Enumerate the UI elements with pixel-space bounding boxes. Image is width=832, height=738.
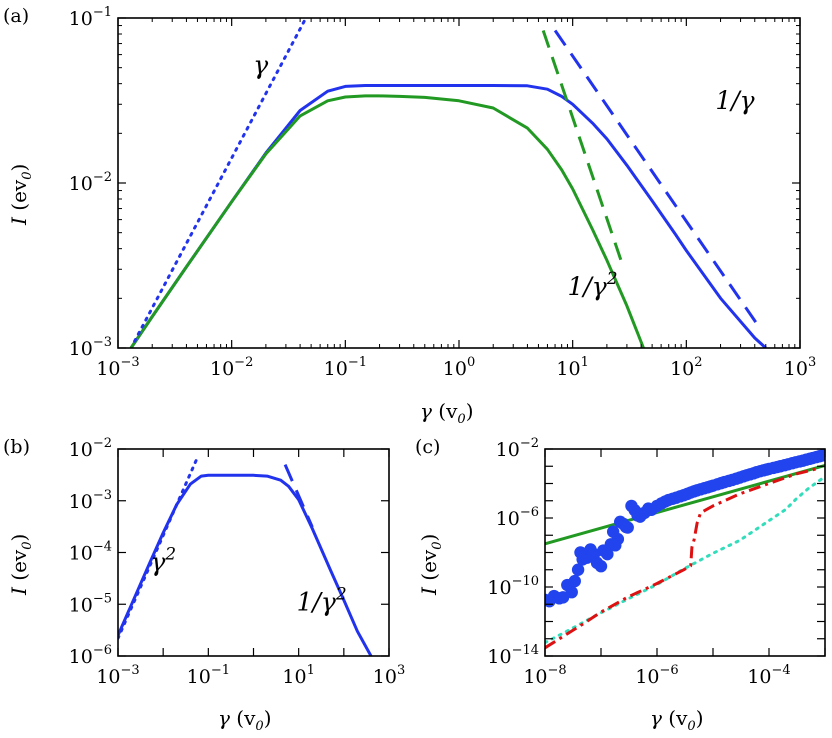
panel-c-plot-area (545, 449, 825, 650)
panel-c-series-green-solid (545, 464, 825, 546)
panel-a-x-tick-label: 103 (784, 355, 816, 380)
panel-a-annotation: 1/γ2 (567, 269, 617, 301)
data-point (568, 574, 581, 588)
panel-a: (a) 10−3 10−2 10−1 100 101 102 103 10−3 10−2 10−1… (3, 5, 816, 427)
data-point (594, 560, 608, 573)
panel-a-ylabel: I (ev0) (7, 164, 35, 226)
panel-b-x-tick-label: 10−1 (187, 663, 230, 688)
panel-b-annotation: 1/γ2 (297, 585, 347, 617)
panel-a-ticks: 10−3 10−2 10−1 100 101 102 103 10−3 10−2 10−1 (69, 5, 817, 380)
data-point (601, 547, 614, 561)
panel-b-x-tick-label: 101 (282, 663, 314, 688)
panel-b-frame (117, 448, 390, 657)
panel-b-xlabel: γ (v0) (218, 706, 272, 734)
panel-b-label: (b) (3, 436, 30, 458)
panel-b-x-tick-label: 10−3 (96, 663, 139, 688)
panel-c-xlabel: γ (v0) (650, 706, 704, 734)
panel-a-y-tick-label: 10−1 (69, 5, 112, 30)
panel-c-label: (c) (415, 436, 440, 458)
panel-c: (c) 10−8 10−6 10−4 10−14 10−10 10−6 10−2 γ (v0… (415, 436, 826, 734)
panel-a-x-tick-label: 102 (670, 355, 702, 380)
panel-a-annotations: γ 1/γ 1/γ2 (253, 51, 754, 301)
panel-b-y-tick-label: 10−2 (69, 436, 112, 461)
panel-b-series-blue-dashed-1- (283, 464, 314, 528)
panel-a-xlabel: γ (v0) (420, 399, 474, 427)
panel-a-annotation: γ (253, 51, 268, 80)
panel-a-series-blue-solid (129, 84, 767, 348)
panel-b-plot-area (118, 454, 373, 656)
panel-c-series-blue-dots (545, 449, 825, 608)
panel-c-y-tick-label: 10−14 (487, 643, 539, 668)
panel-c-y-tick-label: 10−6 (496, 505, 539, 530)
panel-a-y-tick-label: 10−3 (69, 335, 112, 360)
panel-b: (b) 10−3 10−1 101 103 10−6 10−5 10−4 10−3 10−2 γ… (3, 436, 405, 734)
panel-a-y-tick-label: 10−2 (69, 170, 112, 195)
panel-a-plot-area (129, 18, 767, 348)
panel-a-series-blue-dotted- (133, 18, 308, 343)
panel-b-annotations: γ2 1/γ2 (150, 544, 346, 616)
panel-c-series-red-dash-dot (545, 467, 817, 650)
panel-b-y-tick-label: 10−6 (69, 643, 112, 668)
panel-a-frame (117, 17, 801, 349)
panel-b-y-tick-label: 10−5 (69, 591, 112, 616)
data-point (565, 585, 578, 599)
panel-b-y-tick-label: 10−4 (69, 540, 112, 565)
panel-c-ylabel: I (ev0) (417, 534, 445, 596)
panel-a-series-green-solid (129, 94, 645, 348)
panel-c-x-tick-label: 10−8 (523, 663, 566, 688)
panel-b-annotation: γ2 (150, 544, 176, 576)
panel-b-ticks: 10−3 10−1 101 103 10−6 10−5 10−4 10−3 10−2 (69, 436, 406, 688)
panel-a-x-tick-label: 100 (443, 355, 475, 380)
panel-c-y-tick-label: 10−10 (487, 574, 539, 599)
panel-b-x-tick-label: 103 (373, 663, 405, 688)
data-point (621, 521, 634, 534)
panel-b-series-blue-dotted- (118, 454, 200, 640)
data-point (818, 449, 825, 462)
panel-a-annotation: 1/γ (715, 86, 754, 115)
data-point (611, 532, 625, 546)
panel-a-series-blue-dashed-1- (553, 29, 762, 331)
panel-a-x-tick-label: 10−1 (324, 355, 367, 380)
panel-a-x-tick-label: 10−2 (210, 355, 253, 380)
panel-c-x-tick-label: 10−4 (747, 663, 790, 688)
panel-b-ylabel: I (ev0) (7, 534, 35, 596)
data-point (571, 563, 585, 576)
panel-c-ticks: 10−8 10−6 10−4 10−14 10−10 10−6 10−2 (487, 436, 826, 688)
panel-c-frame (544, 448, 826, 657)
panel-a-label: (a) (3, 5, 29, 27)
panel-a-x-tick-label: 10−3 (96, 355, 139, 380)
panel-b-y-tick-label: 10−3 (69, 488, 112, 513)
panel-c-x-tick-label: 10−6 (635, 663, 678, 688)
panel-a-series-green-dashed-1- (541, 30, 624, 263)
panel-c-y-tick-label: 10−2 (496, 436, 539, 461)
panel-a-x-tick-label: 101 (556, 355, 588, 380)
